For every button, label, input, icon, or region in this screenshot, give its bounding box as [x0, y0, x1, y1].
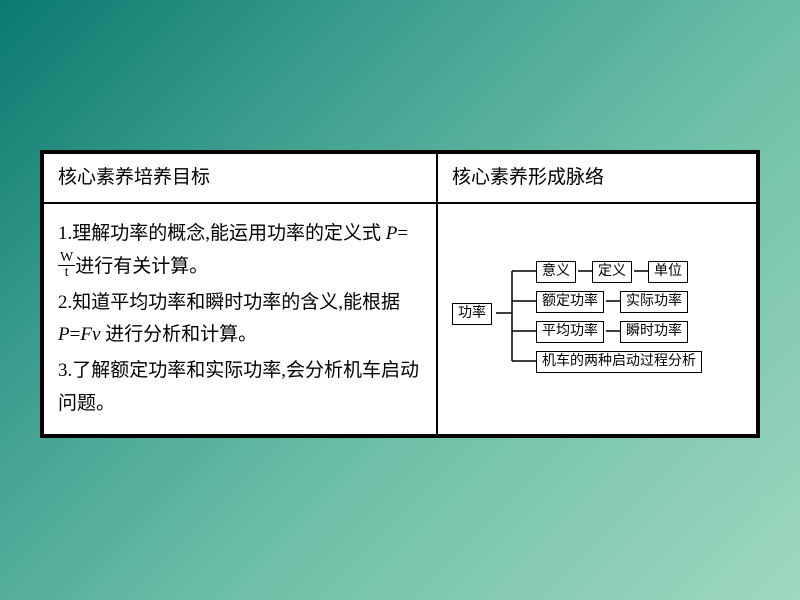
table-body-row: 1.理解功率的概念,能运用功率的定义式 P=Wt进行有关计算。 2.知道平均功率…: [42, 203, 758, 436]
goal-1-fraction: Wt: [58, 251, 75, 280]
diagram-node-rated-power: 额定功率: [536, 291, 604, 312]
goal-2-suffix: 进行分析和计算。: [100, 324, 257, 345]
goal-2-prefix: 2.知道平均功率和瞬时功率的含义,能根据: [58, 292, 400, 313]
diagram-node-instant-power: 瞬时功率: [620, 321, 688, 342]
header-left-cell: 核心素养培养目标: [42, 152, 437, 203]
goal-3: 3.了解额定功率和实际功率,会分析机车启动问题。: [58, 355, 422, 420]
diagram-node-avg-power: 平均功率: [536, 321, 604, 342]
goal-2: 2.知道平均功率和瞬时功率的含义,能根据 P=Fv 进行分析和计算。: [58, 287, 422, 352]
goal-2-eq: =: [70, 324, 81, 345]
goal-1-eq: =: [397, 223, 408, 244]
diagram-root: 功率: [452, 303, 492, 324]
goal-1-suffix: 进行有关计算。: [75, 256, 208, 277]
goal-1-prefix: 1.理解功率的概念,能运用功率的定义式: [58, 223, 386, 244]
goal-1-num: W: [58, 251, 75, 266]
goals-cell: 1.理解功率的概念,能运用功率的定义式 P=Wt进行有关计算。 2.知道平均功率…: [42, 203, 437, 436]
goal-1: 1.理解功率的概念,能运用功率的定义式 P= Wt进行有关计算。: [58, 218, 422, 283]
header-right-cell: 核心素养形成脉络: [437, 152, 758, 203]
learning-objectives-table: 核心素养培养目标 核心素养形成脉络 1.理解功率的概念,能运用功率的定义式 P=…: [40, 150, 760, 438]
diagram-node-definition: 定义: [592, 261, 632, 282]
goal-1-P: P: [386, 223, 398, 244]
diagram-node-meaning: 意义: [536, 261, 576, 282]
diagram-cell: 功率 意义 定义 单位 额定功率 实际功率 平均功率 瞬时功率 机车的两种启动过…: [437, 203, 758, 436]
goal-2-P: P: [58, 324, 70, 345]
table-header-row: 核心素养培养目标 核心素养形成脉络: [42, 152, 758, 203]
diagram-node-unit: 单位: [648, 261, 688, 282]
goal-1-den: t: [58, 266, 75, 280]
diagram-node-actual-power: 实际功率: [620, 291, 688, 312]
goal-2-F: F: [80, 324, 92, 345]
concept-diagram: 功率 意义 定义 单位 额定功率 实际功率 平均功率 瞬时功率 机车的两种启动过…: [452, 259, 742, 379]
diagram-node-locomotive: 机车的两种启动过程分析: [536, 351, 702, 372]
